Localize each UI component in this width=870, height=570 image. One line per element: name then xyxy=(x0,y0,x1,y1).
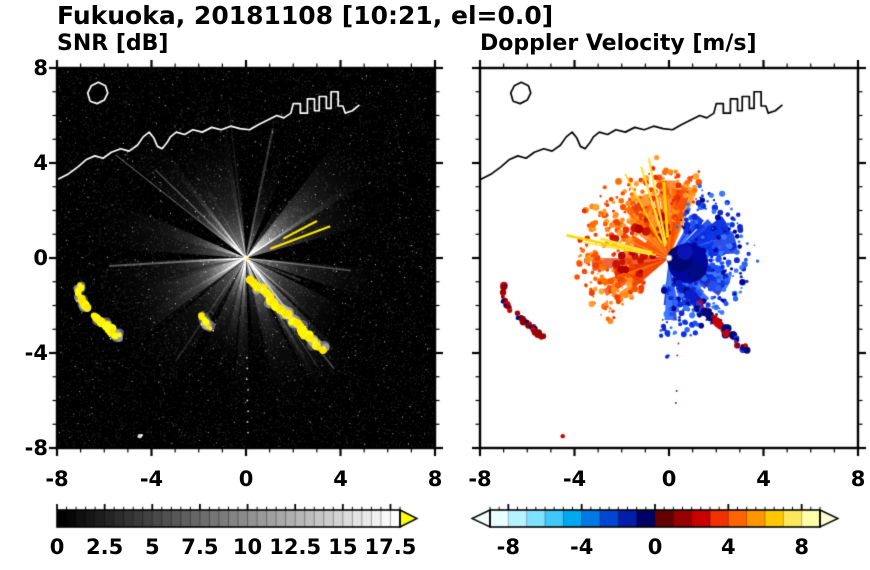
snr-x-tick-label: 4 xyxy=(333,467,348,491)
snr-colorbar-tick-label: 10 xyxy=(232,535,263,559)
velocity-plot xyxy=(468,56,870,460)
velocity-x-tick-label: -8 xyxy=(468,467,492,491)
snr-colorbar xyxy=(45,500,435,532)
velocity-colorbar-tick-label: 8 xyxy=(794,535,809,559)
snr-colorbar-tick-label: 2.5 xyxy=(86,535,124,559)
snr-colorbar-tick-label: 0 xyxy=(49,535,65,559)
velocity-panel-title: Doppler Velocity [m/s] xyxy=(480,31,757,56)
velocity-colorbar-tick-label: 4 xyxy=(721,535,736,559)
snr-plot xyxy=(45,56,447,460)
snr-y-tick-label: -4 xyxy=(24,341,48,365)
snr-x-tick-label: 0 xyxy=(238,467,254,491)
snr-colorbar-tick-label: 12.5 xyxy=(269,535,322,559)
figure-title: Fukuoka, 20181108 [10:21, el=0.0] xyxy=(57,1,554,30)
velocity-colorbar-tick-label: -4 xyxy=(569,535,594,559)
snr-y-tick-label: 0 xyxy=(33,246,48,270)
velocity-colorbar-tick-label: -8 xyxy=(496,535,520,559)
velocity-x-tick-label: 8 xyxy=(850,467,866,491)
snr-x-tick-label: -4 xyxy=(139,467,164,491)
snr-x-tick-label: -8 xyxy=(45,467,69,491)
velocity-x-tick-label: -4 xyxy=(562,467,587,491)
snr-colorbar-tick-label: 17.5 xyxy=(364,535,417,559)
snr-colorbar-tick-label: 7.5 xyxy=(181,535,219,559)
snr-x-tick-label: 8 xyxy=(427,467,443,491)
snr-colorbar-tick-label: 5 xyxy=(144,535,160,559)
snr-y-tick-label: 4 xyxy=(33,151,48,175)
snr-y-tick-label: -8 xyxy=(24,436,48,460)
snr-panel-title: SNR [dB] xyxy=(57,31,169,56)
velocity-colorbar-tick-label: 0 xyxy=(647,535,663,559)
velocity-x-tick-label: 0 xyxy=(661,467,677,491)
velocity-x-tick-label: 4 xyxy=(756,467,771,491)
snr-colorbar-tick-label: 15 xyxy=(328,535,358,559)
snr-y-tick-label: 8 xyxy=(33,56,48,80)
velocity-colorbar xyxy=(465,500,857,532)
